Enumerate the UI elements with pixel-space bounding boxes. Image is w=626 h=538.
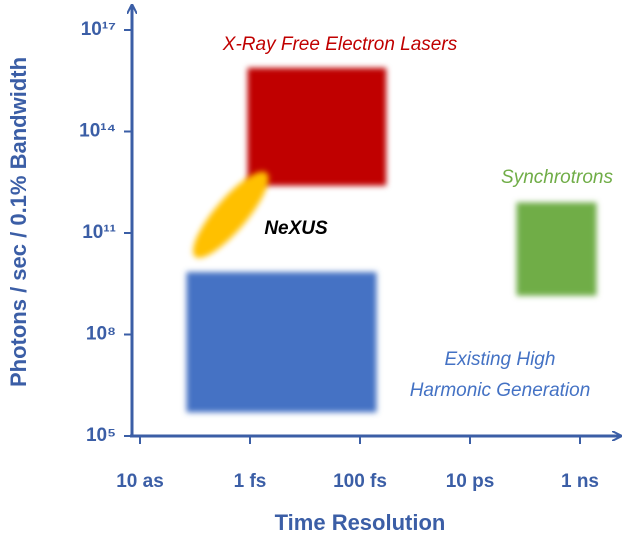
region-label: Harmonic Generation	[410, 380, 591, 401]
y-tick-label: 10¹¹	[82, 222, 116, 243]
region-label: Synchrotrons	[501, 167, 613, 188]
x-tick-label: 10 ps	[446, 471, 495, 492]
regions	[186, 67, 597, 413]
region-rect	[516, 202, 597, 296]
x-axis-title: Time Resolution	[275, 510, 446, 535]
region-ellipse	[192, 171, 269, 258]
x-tick-label: 1 ns	[561, 471, 599, 492]
y-tick-label: 10¹⁷	[81, 19, 116, 40]
x-tick-label: 1 fs	[234, 471, 267, 492]
y-tick-label: 10⁵	[86, 425, 116, 446]
region-label: NeXUS	[264, 218, 328, 239]
y-tick-label: 10⁸	[86, 324, 116, 345]
x-tick-label: 100 fs	[333, 471, 387, 492]
y-tick-label: 10¹⁴	[79, 121, 116, 142]
region-rect	[186, 272, 377, 413]
y-axis-title: Photons / sec / 0.1% Bandwidth	[6, 57, 31, 387]
x-tick-label: 10 as	[116, 471, 164, 492]
region-rect	[247, 67, 387, 186]
region-label: Existing High	[445, 349, 556, 370]
region-label: X-Ray Free Electron Lasers	[222, 34, 458, 55]
